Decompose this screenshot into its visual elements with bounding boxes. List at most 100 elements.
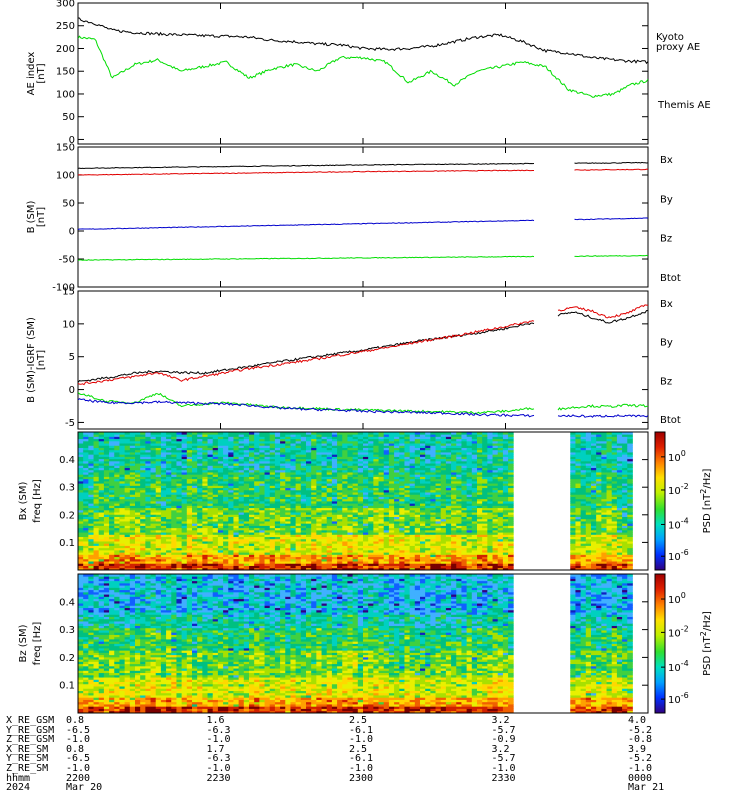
spectrogram-cell [176,494,183,497]
spectrogram-cell [352,554,359,558]
spectrogram-cell [186,518,193,522]
spectrogram-cell [238,443,245,446]
spectrogram-cell [124,494,131,497]
y-tick-label: 0.4 [59,455,75,466]
spectrogram-cell [254,547,260,551]
spectrogram-cell [388,456,395,460]
spectrogram-cell [466,523,473,526]
spectrogram-cell [114,452,120,455]
spectrogram-cell [414,563,421,566]
spectrogram-cell [197,458,203,462]
spectrogram-cell [228,483,234,486]
spectrogram-cell [129,489,136,493]
spectrogram-cell [456,492,462,495]
spectrogram-cell [357,538,364,542]
spectrogram-cell [259,523,265,526]
series-by [78,391,648,415]
spectrogram-cell [285,532,291,535]
spectrogram-cell [228,549,234,553]
spectrogram-cell [171,534,177,538]
spectrogram-cell [425,432,431,435]
spectrogram-cell [207,505,214,509]
spectrogram-cell [176,527,183,531]
spectrogram-cell [171,541,177,544]
spectrogram-cell [217,507,224,511]
spectrogram-cell [404,472,411,475]
spectrogram-cell [78,467,84,471]
spectrogram-cell [264,454,271,457]
spectrogram-cell [124,449,131,453]
spectrogram-cell [186,483,193,486]
spectrogram-cell [399,492,405,495]
spectrogram-cell [342,527,348,531]
spectrogram-cell [477,541,483,544]
spectrogram-cell [331,507,338,511]
spectrogram-cell [363,456,369,460]
spectrogram-cell [197,527,203,531]
spectrogram-cell [466,541,473,544]
spectrogram-cell [445,534,452,538]
spectrogram-cell [145,438,151,442]
spectrogram-cell [155,465,162,469]
spectrogram-cell [274,507,281,511]
spectrogram-cell [430,445,436,448]
spectrogram-cell [98,534,105,538]
spectrogram-cell [140,496,146,500]
spectrogram-cell [285,469,291,473]
spectrogram-cell [280,438,286,442]
spectrogram-cell [404,463,411,466]
spectrogram-cell [202,476,208,480]
spectrogram-cell [223,458,229,462]
spectrogram-cell [404,505,411,509]
spectrogram-cell [388,509,395,513]
spectrogram-cell [238,476,245,480]
spectrogram-cell [347,541,354,544]
spectrogram-cell [160,541,167,544]
spectrogram-cell [404,556,411,560]
spectrogram-cell [124,507,131,511]
spectrogram-cell [119,456,126,460]
spectrogram-cell [155,525,162,529]
spectrogram-cell [280,509,286,513]
spectrogram-cell [435,545,442,549]
spectrogram-cell [300,476,307,480]
spectrogram-cell [93,507,100,511]
spectrogram-cell [171,518,177,522]
spectrogram-cell [445,454,452,457]
spectrogram-cell [404,534,411,538]
spectrogram-cell [155,523,162,526]
spectrogram-cell [181,565,188,569]
spectrogram-cell [186,472,193,475]
spectrogram-cell [114,472,120,475]
spectrogram-cell [357,505,364,509]
spectrogram-cell [347,529,354,533]
spectrogram-cell [212,536,219,540]
spectrogram-cell [378,534,385,538]
spectrogram-cell [471,545,478,549]
spectrogram-cell [124,485,131,489]
y-tick-label: 0.1 [59,538,75,549]
spectrogram-cell [331,467,338,471]
spectrogram-cell [192,552,198,555]
spectrogram-cell [471,549,478,553]
spectrogram-cell [280,454,286,457]
spectrogram-cell [233,485,240,489]
spectrogram-cell [160,474,167,477]
spectrogram-cell [285,565,291,569]
spectrogram-cell [88,474,94,477]
spectrogram-cell [217,443,224,446]
spectrogram-cell [430,532,436,535]
spectrogram-cell [223,547,229,551]
spectrogram-cell [140,507,146,511]
spectrogram-cell [98,509,105,513]
spectrogram-cell [425,547,431,551]
spectrogram-cell [109,523,115,526]
spectrogram-cell [254,463,260,466]
spectrogram-cell [269,469,276,473]
spectrogram-cell [383,458,390,462]
spectrogram-cell [357,460,364,464]
spectrogram-cell [378,541,385,544]
spectrogram-cell [321,521,328,524]
spectrogram-cell [342,523,348,526]
spectrogram-cell [285,438,291,442]
